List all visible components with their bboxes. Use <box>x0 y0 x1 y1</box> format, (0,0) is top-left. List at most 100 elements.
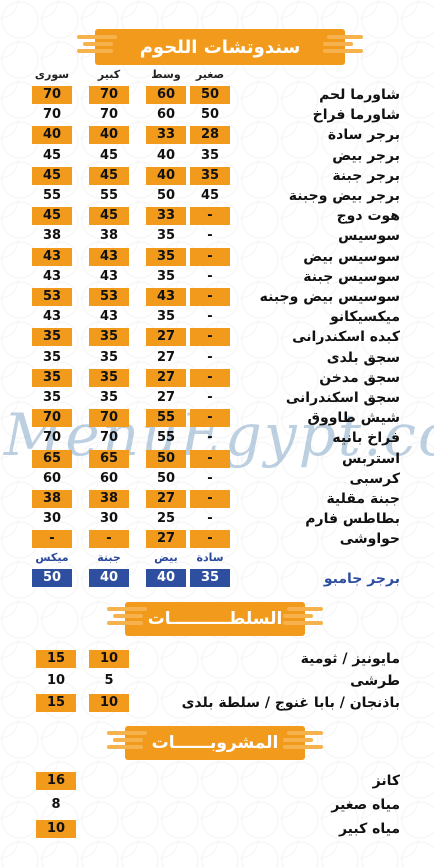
price-cell: - <box>190 247 230 266</box>
price-cell: - <box>207 430 213 446</box>
menu-row: - 27 35 35 سجق اسكندرانى <box>0 388 434 408</box>
menu-row: - 55 70 70 فراخ بانيه <box>0 428 434 448</box>
item-name: سجق مدخن <box>319 369 400 386</box>
price-cell: 35 <box>89 368 129 387</box>
item-name: برجر سادة <box>327 127 400 144</box>
price-cell: - <box>89 530 129 549</box>
jumbo-header-egg: بيض <box>154 551 178 564</box>
price-cell: 35 <box>99 349 119 365</box>
price-cell: 50 <box>156 188 176 203</box>
banner-stripes-right <box>283 731 323 755</box>
price-cell: 38 <box>89 490 129 508</box>
price-cell: 65 <box>89 449 129 468</box>
price-cell: 55 <box>99 188 119 203</box>
jumbo-price-egg: 40 <box>146 569 186 587</box>
menu-row: 35 40 45 45 برجر جبنة <box>0 166 434 186</box>
price-cell: 70 <box>89 86 129 104</box>
menu-row: -33 45 45 هوت دوج <box>0 206 434 226</box>
banner-stripes-left <box>77 35 117 59</box>
price-cell: 60 <box>146 86 186 104</box>
item-name: ميكسيكانو <box>330 309 400 326</box>
price-cell: 10 <box>89 694 129 712</box>
price-cell: 50 <box>146 449 186 468</box>
menu-row: 8 مياه صغير <box>0 795 434 815</box>
price-cell: - <box>190 328 230 347</box>
menu-row: - 35 43 43 سوسيس جبنة <box>0 267 434 287</box>
menu-row: 10 15 مايونيز / ثومية <box>0 649 434 669</box>
price-cell: 38 <box>99 228 119 244</box>
price-cell: 70 <box>99 107 119 123</box>
price-cell: 45 <box>200 188 220 203</box>
sandwiches-banner: سندوتشات اللحوم <box>77 29 363 65</box>
price-cell: 40 <box>156 147 176 163</box>
price-cell: 27 <box>146 490 186 508</box>
menu-row: -27 35 35 سجق مدخن <box>0 368 434 388</box>
item-name: سوسيس بيض <box>303 248 400 265</box>
price-cell: - <box>207 470 213 486</box>
price-cell: 50 <box>200 107 220 123</box>
price-cell: - <box>32 530 72 549</box>
item-name: برجر بيض وجبنة <box>288 188 400 204</box>
price-cell: - <box>207 349 213 365</box>
price-cell: 35 <box>42 390 62 405</box>
price-cell: 35 <box>200 147 220 163</box>
item-name: شاورما فراخ <box>312 107 400 124</box>
menu-row: 45 50 55 55 برجر بيض وجبنة <box>0 186 434 206</box>
price-cell: 43 <box>42 309 62 325</box>
menu-row: 10 مياه كبير <box>0 819 434 839</box>
col-header-medium: وسط <box>151 68 181 81</box>
price-cell: 10 <box>46 673 66 688</box>
price-cell: 33 <box>146 207 186 226</box>
price-cell: - <box>190 207 230 226</box>
price-cell: 28 <box>190 126 230 145</box>
item-name: برجر جبنة <box>332 167 400 184</box>
price-cell: 45 <box>89 166 129 185</box>
col-header-small: صغير <box>195 68 225 81</box>
item-name: سجق اسكندرانى <box>285 390 400 406</box>
price-cell: 70 <box>89 409 129 428</box>
price-cell: 27 <box>146 328 186 347</box>
jumbo-name: برجر جامبو <box>323 571 400 587</box>
item-name: سجق بلدى <box>326 349 400 366</box>
price-cell: 40 <box>32 126 72 145</box>
menu-row: 10 15 باذنجان / بابا غنوج / سلطة بلدى <box>0 693 434 713</box>
item-name: سوسيس بيض وجبنه <box>259 289 400 305</box>
item-name: برجر بيض <box>332 147 400 164</box>
price-cell: 65 <box>32 449 72 468</box>
item-name: كرسبى <box>349 470 401 487</box>
price-cell: 27 <box>146 368 186 387</box>
sandwiches-title: سندوتشات اللحوم <box>139 36 301 58</box>
price-cell: 35 <box>190 166 230 185</box>
price-cell: 70 <box>42 430 62 446</box>
item-name: مياه صغير <box>331 797 400 813</box>
price-cell: 38 <box>32 490 72 508</box>
menu-row: -35 43 43 سوسيس بيض <box>0 247 434 267</box>
price-cell: 15 <box>36 694 76 712</box>
price-cell: 50 <box>156 470 176 486</box>
price-cell: 43 <box>89 247 129 266</box>
jumbo-header-plain: سادة <box>196 551 224 564</box>
price-cell: 45 <box>99 147 119 163</box>
price-cell: 43 <box>99 309 119 325</box>
price-cell: 55 <box>146 409 186 428</box>
jumbo-price-cheese: 40 <box>89 569 129 587</box>
price-cell: 45 <box>42 147 62 163</box>
menu-row: - 25 30 30 بطاطس فارم <box>0 509 434 529</box>
price-cell: 30 <box>99 511 119 527</box>
jumbo-header-mix: ميكس <box>35 551 69 564</box>
price-cell: - <box>190 409 230 428</box>
menu-row: - 35 38 38 سوسيس <box>0 226 434 246</box>
col-header-large: كبير <box>97 68 121 81</box>
price-cell: - <box>207 390 213 405</box>
price-cell: 10 <box>36 820 76 838</box>
price-cell: 60 <box>99 470 119 486</box>
menu-row: - 27 35 35 سجق بلدى <box>0 348 434 368</box>
price-cell: 16 <box>36 772 76 790</box>
price-cell: - <box>207 309 213 325</box>
jumbo-price-mix: 50 <box>32 569 72 587</box>
item-name: شيش طاووق <box>307 410 400 427</box>
price-cell: - <box>207 228 213 244</box>
price-cell: 70 <box>32 86 72 104</box>
price-cell: 35 <box>99 390 119 405</box>
menu-row: 50 60 70 70 شاورما فراخ <box>0 105 434 125</box>
